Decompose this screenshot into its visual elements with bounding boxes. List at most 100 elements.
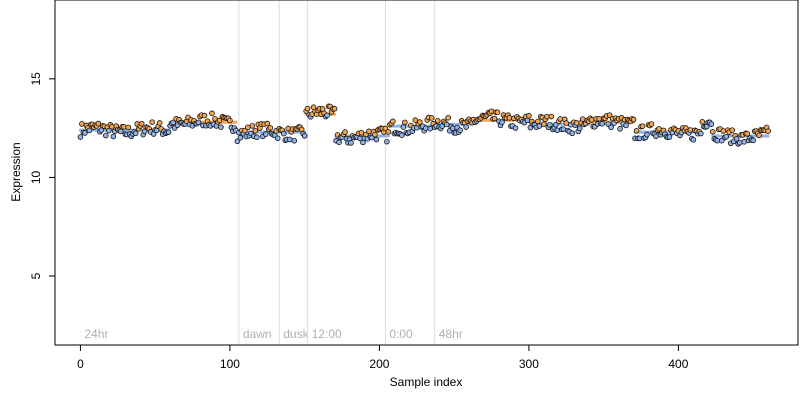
data-point bbox=[512, 125, 519, 131]
data-point bbox=[554, 127, 561, 134]
data-point bbox=[400, 124, 407, 130]
data-point bbox=[569, 130, 576, 137]
data-point bbox=[576, 125, 583, 132]
data-point bbox=[286, 136, 293, 143]
data-point bbox=[608, 124, 614, 131]
phase-label-4: 0:00 bbox=[389, 327, 413, 341]
data-point bbox=[234, 138, 241, 145]
x-tick-label-4: 400 bbox=[668, 357, 688, 371]
data-point bbox=[579, 116, 586, 122]
data-point bbox=[209, 110, 215, 117]
data-point bbox=[750, 137, 756, 144]
data-point bbox=[544, 113, 550, 120]
data-point bbox=[252, 128, 259, 134]
data-point bbox=[195, 119, 202, 126]
x-tick-label-3: 300 bbox=[519, 357, 539, 371]
x-axis-title: Sample index bbox=[390, 375, 463, 389]
data-point bbox=[714, 137, 721, 144]
data-point bbox=[402, 119, 408, 126]
data-point bbox=[416, 119, 423, 125]
data-point bbox=[653, 133, 659, 140]
data-point bbox=[390, 118, 396, 125]
data-point bbox=[449, 125, 456, 132]
data-point bbox=[170, 119, 176, 126]
data-point bbox=[548, 113, 555, 120]
data-point bbox=[428, 115, 435, 121]
data-points bbox=[77, 103, 771, 147]
plot-frame bbox=[54, 0, 799, 346]
data-point bbox=[756, 132, 762, 139]
data-point bbox=[698, 130, 704, 137]
phase-label-5: 48hr bbox=[439, 327, 463, 341]
data-point bbox=[132, 130, 139, 137]
data-point bbox=[422, 125, 429, 131]
data-point bbox=[536, 123, 543, 129]
data-point bbox=[445, 114, 451, 121]
data-point bbox=[524, 117, 531, 124]
data-point bbox=[506, 115, 513, 121]
data-point bbox=[301, 133, 308, 139]
y-axis: 5 10 15 bbox=[29, 72, 55, 279]
data-point bbox=[249, 123, 256, 129]
data-point bbox=[372, 131, 378, 138]
data-point bbox=[264, 120, 271, 127]
data-point bbox=[348, 140, 354, 146]
data-point bbox=[494, 109, 501, 116]
data-point bbox=[342, 129, 348, 135]
data-point bbox=[687, 127, 694, 133]
data-point bbox=[120, 124, 127, 130]
phase-markers: 24hr dawn dusk 12:00 0:00 48hr bbox=[84, 1, 463, 344]
phase-label-0: 24hr bbox=[84, 327, 108, 341]
data-point bbox=[636, 135, 643, 142]
data-point bbox=[723, 133, 730, 140]
x-axis: 0 100 200 300 400 bbox=[77, 344, 689, 371]
data-point bbox=[218, 124, 224, 130]
data-point bbox=[304, 105, 311, 112]
data-point bbox=[242, 127, 248, 134]
data-point bbox=[744, 130, 750, 137]
data-point bbox=[499, 119, 505, 125]
data-point bbox=[366, 128, 372, 135]
data-point bbox=[488, 108, 495, 115]
data-point bbox=[95, 120, 102, 127]
data-point bbox=[103, 132, 109, 139]
data-point bbox=[526, 112, 532, 119]
phase-label-2: dusk bbox=[283, 327, 309, 341]
data-point bbox=[82, 130, 88, 136]
data-point bbox=[291, 137, 297, 144]
data-point bbox=[648, 121, 655, 127]
data-point bbox=[201, 112, 208, 119]
data-point bbox=[666, 134, 673, 140]
data-point bbox=[733, 136, 740, 142]
data-point bbox=[165, 129, 172, 135]
data-point bbox=[267, 125, 274, 131]
data-point bbox=[463, 124, 469, 130]
x-tick-label-0: 0 bbox=[77, 357, 84, 371]
data-point bbox=[373, 136, 380, 143]
data-point bbox=[630, 116, 637, 123]
data-point bbox=[557, 116, 564, 122]
data-point bbox=[79, 121, 85, 127]
data-point bbox=[427, 125, 434, 132]
data-point bbox=[535, 118, 541, 125]
data-point bbox=[699, 118, 706, 125]
data-point bbox=[382, 125, 389, 132]
data-point bbox=[741, 139, 747, 145]
data-point bbox=[86, 127, 93, 134]
data-point bbox=[765, 128, 771, 134]
data-point bbox=[443, 121, 450, 128]
data-point bbox=[491, 115, 498, 122]
data-point bbox=[644, 131, 650, 138]
x-tick-label-2: 200 bbox=[369, 357, 389, 371]
data-point bbox=[560, 126, 567, 132]
data-point bbox=[324, 112, 330, 119]
data-point bbox=[125, 124, 132, 131]
data-point bbox=[156, 120, 163, 126]
data-point bbox=[254, 134, 260, 141]
data-point bbox=[596, 116, 602, 122]
data-point bbox=[623, 122, 629, 129]
y-tick-label-1: 10 bbox=[29, 170, 43, 184]
data-point bbox=[280, 130, 287, 137]
y-tick-label-0: 5 bbox=[29, 272, 43, 279]
